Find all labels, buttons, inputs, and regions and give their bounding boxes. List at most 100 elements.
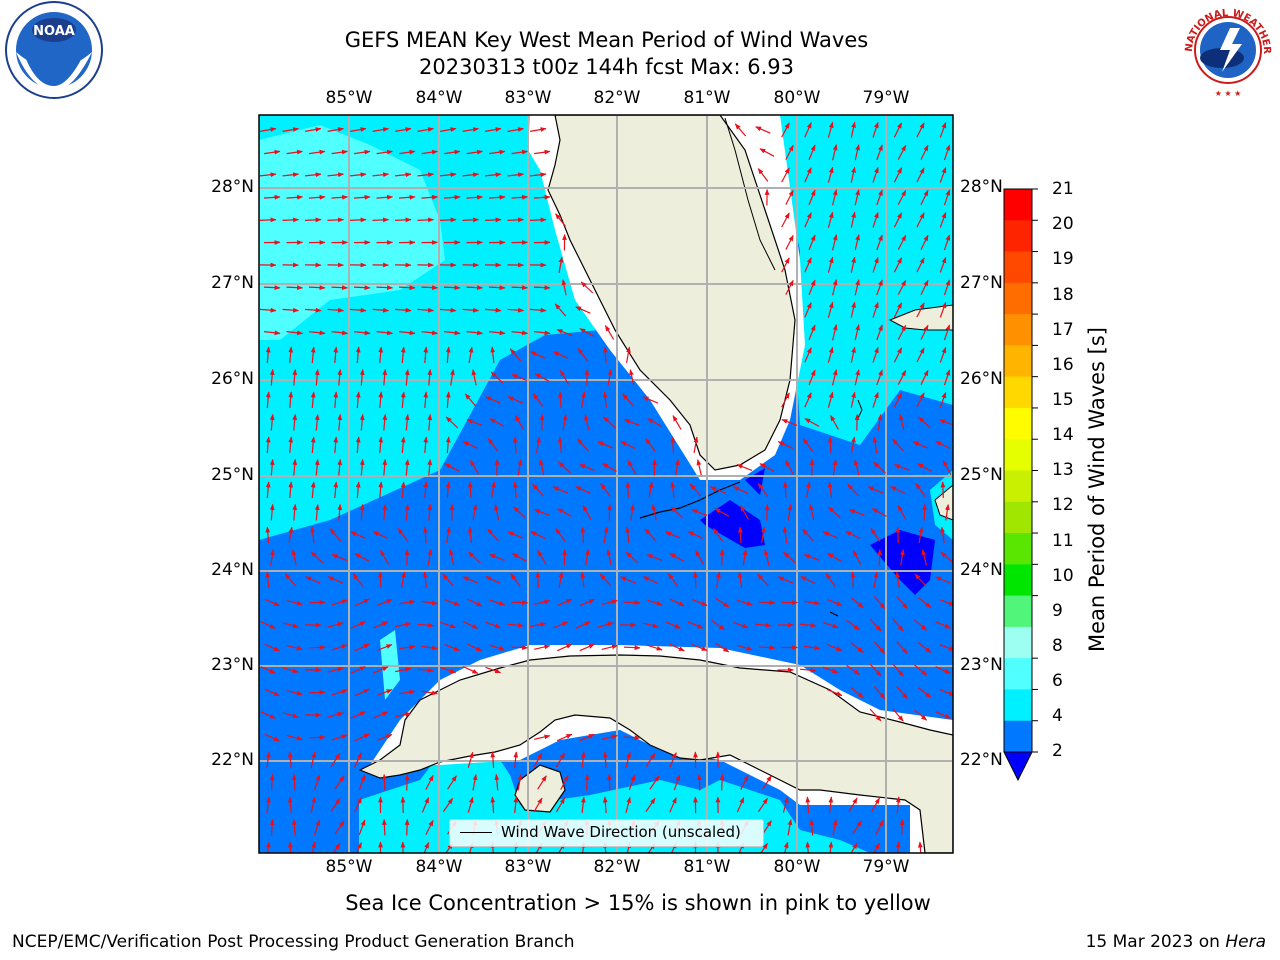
wind-wave-arrow — [851, 436, 856, 454]
wind-wave-arrow — [269, 458, 275, 476]
wind-wave-arrow — [870, 797, 881, 813]
wind-wave-arrow — [939, 256, 947, 273]
wind-wave-arrow — [832, 819, 838, 836]
wind-wave-arrow — [736, 599, 753, 606]
wind-wave-arrow — [782, 481, 788, 499]
wind-wave-arrow — [381, 818, 387, 836]
wind-wave-arrow — [337, 413, 343, 431]
wind-wave-arrow — [399, 599, 416, 605]
lat-label-right: 23°N — [960, 655, 1003, 675]
wind-wave-arrow — [832, 189, 838, 206]
wind-wave-arrow — [489, 418, 505, 427]
wind-wave-arrow — [804, 418, 820, 427]
wind-wave-arrow — [398, 330, 416, 336]
wind-wave-arrow — [579, 598, 595, 607]
wind-wave-arrow — [804, 600, 821, 606]
wind-wave-arrow — [466, 598, 483, 607]
wind-wave-arrow — [850, 642, 864, 653]
wind-wave-arrow — [872, 301, 879, 318]
wind-wave-arrow — [579, 733, 595, 742]
wind-wave-arrow — [532, 483, 544, 497]
wind-wave-arrow — [736, 644, 753, 651]
wind-wave-arrow — [916, 392, 925, 408]
colorbar-segment — [1004, 345, 1032, 378]
wind-wave-arrow — [873, 596, 886, 609]
wind-wave-arrow — [354, 688, 370, 697]
wind-wave-arrow — [895, 526, 901, 544]
wind-wave-arrow — [462, 621, 479, 629]
wind-wave-arrow — [846, 619, 860, 631]
wind-wave-arrow — [561, 279, 567, 296]
colorbar-segment — [1004, 282, 1032, 315]
wind-wave-arrow — [327, 622, 344, 628]
wind-wave-arrow — [308, 285, 326, 291]
wind-wave-arrow — [846, 664, 860, 676]
wind-wave-arrow — [314, 368, 320, 386]
wind-wave-arrow — [939, 644, 953, 651]
wind-wave-arrow — [875, 819, 884, 835]
wind-wave-arrow — [915, 483, 926, 497]
wind-wave-arrow — [450, 369, 455, 386]
footer-date: 15 Mar 2023 on Hera — [1086, 932, 1266, 952]
wind-wave-arrow — [263, 194, 281, 200]
wind-wave-arrow — [575, 306, 591, 314]
wind-wave-arrow — [462, 307, 480, 313]
wind-wave-arrow — [292, 368, 298, 386]
wind-wave-arrow — [672, 415, 682, 430]
wind-wave-arrow — [394, 127, 412, 132]
lat-label-left: 26°N — [211, 369, 254, 389]
legend-label: Wind Wave Direction (unscaled) — [501, 823, 741, 841]
wind-wave-arrow — [462, 576, 479, 584]
wind-wave-arrow — [943, 324, 951, 341]
wind-wave-arrow — [439, 172, 457, 178]
wind-wave-arrow — [693, 436, 699, 454]
colorbar — [1003, 188, 1038, 782]
wind-wave-arrow — [536, 436, 541, 454]
wind-wave-arrow — [914, 664, 928, 676]
wind-wave-arrow — [764, 549, 770, 566]
wind-wave-arrow — [507, 127, 524, 132]
wind-wave-arrow — [669, 797, 677, 813]
wind-wave-arrow — [822, 531, 839, 539]
wind-wave-arrow — [467, 751, 474, 768]
wind-wave-arrow — [943, 189, 951, 206]
wind-wave-arrow — [870, 528, 881, 542]
wind-wave-arrow — [781, 392, 790, 408]
wind-wave-arrow — [334, 820, 345, 835]
wind-wave-arrow — [537, 775, 547, 790]
wind-wave-arrow — [827, 391, 834, 408]
footer-credit: NCEP/EMC/Verification Post Processing Pr… — [12, 932, 575, 952]
wind-wave-arrow — [444, 599, 461, 606]
wind-wave-arrow — [510, 573, 521, 587]
wind-wave-arrow — [876, 369, 883, 386]
wind-wave-arrow — [827, 256, 834, 273]
wind-wave-arrow — [423, 436, 429, 454]
wind-wave-arrow — [353, 285, 371, 291]
lat-label-left: 22°N — [211, 750, 254, 770]
wind-wave-arrow — [808, 369, 816, 386]
wind-wave-arrow — [533, 194, 551, 200]
wind-wave-arrow — [331, 554, 348, 561]
wind-wave-arrow — [850, 166, 856, 183]
wind-wave-arrow — [710, 486, 726, 494]
wind-wave-arrow — [580, 751, 586, 768]
wind-wave-arrow — [805, 841, 811, 853]
wind-wave-arrow — [670, 506, 684, 519]
wind-wave-arrow — [314, 413, 320, 431]
wind-wave-arrow — [939, 391, 947, 408]
wind-wave-arrow — [350, 621, 366, 629]
wind-wave-arrow — [269, 503, 275, 521]
wind-wave-arrow — [467, 481, 473, 499]
wind-wave-arrow — [602, 796, 608, 814]
wind-wave-arrow — [372, 172, 390, 178]
sea-ice-note: Sea Ice Concentration > 15% is shown in … — [345, 891, 931, 915]
wind-wave-arrow — [376, 644, 393, 651]
wind-wave-arrow — [292, 413, 298, 431]
wind-wave-arrow — [601, 463, 617, 472]
wind-wave-arrow — [802, 528, 814, 542]
wind-wave-arrow — [876, 144, 883, 161]
wind-wave-arrow — [440, 666, 457, 674]
wind-wave-arrow — [333, 346, 339, 364]
colorbar-tick: 2 — [1052, 741, 1063, 761]
